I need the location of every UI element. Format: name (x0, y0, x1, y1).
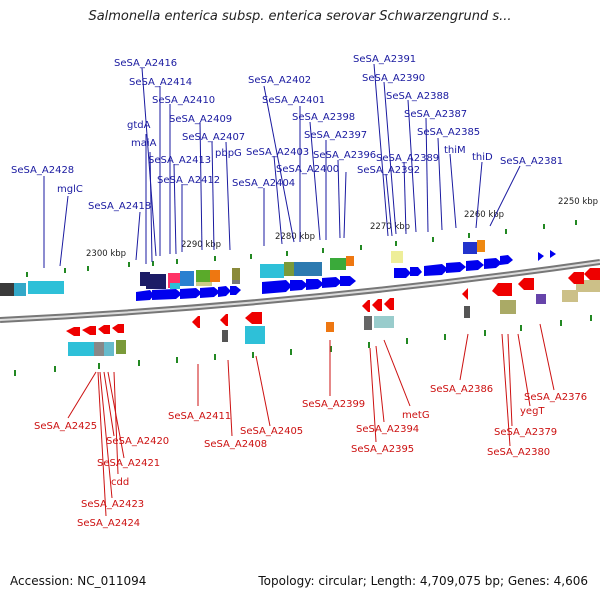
scale-label: 2260 kbp (464, 210, 504, 220)
gene-label: yegT (520, 406, 545, 417)
gene-label: SeSA_A2387 (404, 109, 467, 120)
scale-label: 2270 kbp (370, 222, 410, 232)
gene-label: thiM (444, 145, 466, 156)
gene-label: gtdA (127, 120, 151, 131)
gene-label: SeSA_A2409 (169, 114, 232, 125)
gene-label: SeSA_A2414 (129, 77, 192, 88)
gene-label: SeSA_A2404 (232, 178, 295, 189)
gene-label: SeSA_A2428 (11, 165, 74, 176)
gene-label: SeSA_A2405 (240, 426, 303, 437)
gene-label: SeSA_A2410 (152, 95, 215, 106)
gene-label: SeSA_A2391 (353, 54, 416, 65)
gene-label: SeSA_A2386 (430, 384, 493, 395)
gene-label: SeSA_A2411 (168, 411, 231, 422)
gene-label: SeSA_A2385 (417, 127, 480, 138)
gene-label: SeSA_A2380 (487, 447, 550, 458)
gene-label: SeSA_A2413 (148, 155, 211, 166)
forward-labels: SeSA_A2428 mglC SeSA_A2418 gtdA maiA SeS… (11, 54, 563, 212)
gene-label: SeSA_A2412 (157, 175, 220, 186)
gene-label: pbpG (215, 148, 242, 159)
gene-label: SeSA_A2423 (81, 499, 144, 510)
gene-label: SeSA_A2381 (500, 156, 563, 167)
gene-label: metG (402, 410, 430, 421)
gene-label: SeSA_A2398 (292, 112, 355, 123)
scale-label: 2250 kbp (558, 197, 598, 207)
gene-label: SeSA_A2395 (351, 444, 414, 455)
gene-label: SeSA_A2394 (356, 424, 419, 435)
gene-label: SeSA_A2390 (362, 73, 425, 84)
gene-label: SeSA_A2408 (204, 439, 267, 450)
gene-label: SeSA_A2376 (524, 392, 587, 403)
gene-label: SeSA_A2396 (313, 150, 376, 161)
gene-label: SeSA_A2389 (376, 153, 439, 164)
gene-label: SeSA_A2425 (34, 421, 97, 432)
genome-summary: Topology: circular; Length: 4,709,075 bp… (258, 574, 588, 588)
gene-label: SeSA_A2401 (262, 95, 325, 106)
accession-label: Accession: NC_011094 (10, 574, 146, 588)
gene-label: SeSA_A2416 (114, 58, 177, 69)
reverse-leaders (68, 324, 554, 516)
gene-label: SeSA_A2420 (106, 436, 169, 447)
genome-map: 2300 kbp 2290 kbp 2280 kbp 2270 kbp 2260… (0, 0, 600, 600)
scale-label: 2300 kbp (86, 249, 126, 259)
gene-label: cdd (111, 477, 129, 488)
gene-label: SeSA_A2418 (88, 201, 151, 212)
gene-label: SeSA_A2379 (494, 427, 557, 438)
gene-label: mglC (57, 184, 83, 195)
gene-label: SeSA_A2407 (182, 132, 245, 143)
gene-label: SeSA_A2400 (276, 164, 339, 175)
gene-label: SeSA_A2388 (386, 91, 449, 102)
gene-label: SeSA_A2399 (302, 399, 365, 410)
gene-label: SeSA_A2424 (77, 518, 140, 529)
gene-label: thiD (472, 152, 493, 163)
gene-label: SeSA_A2397 (304, 130, 367, 141)
gene-label: SeSA_A2403 (246, 147, 309, 158)
gene-label: maiA (131, 138, 157, 149)
scale-label: 2290 kbp (181, 240, 221, 250)
gene-label: SeSA_A2421 (97, 458, 160, 469)
gene-label: SeSA_A2392 (357, 165, 420, 176)
gene-label: SeSA_A2402 (248, 75, 311, 86)
